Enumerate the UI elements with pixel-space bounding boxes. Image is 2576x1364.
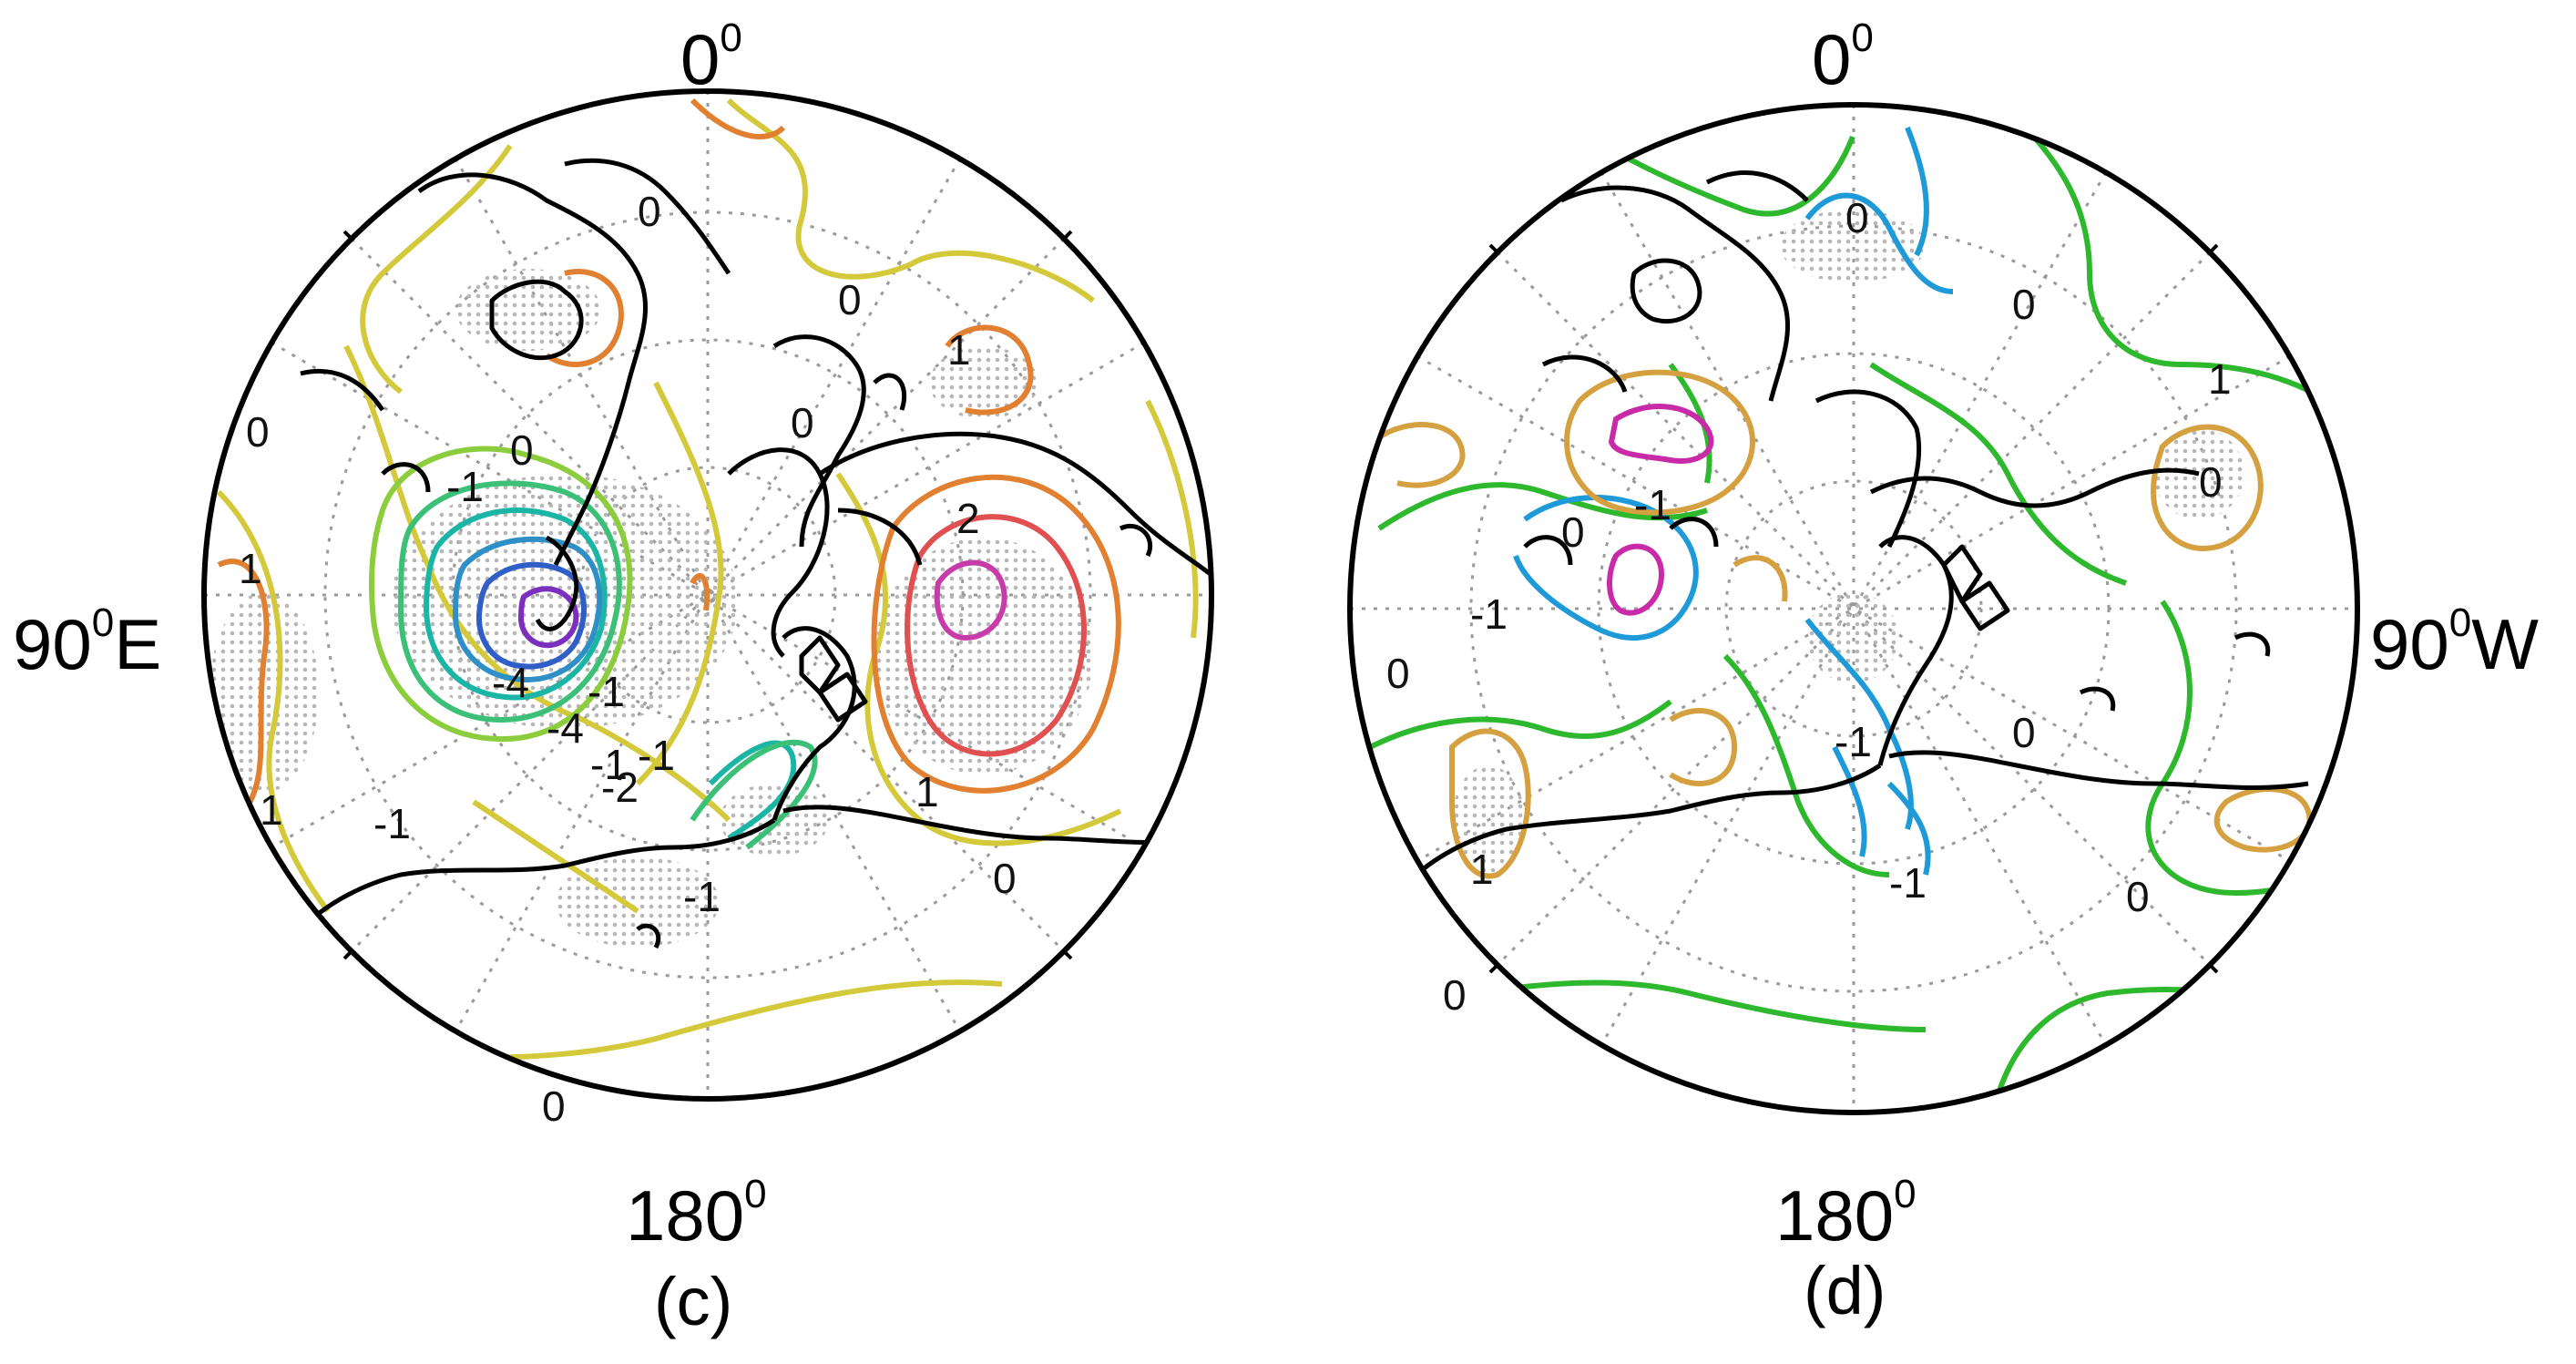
contour-label: 0 [1443, 971, 1467, 1019]
coastlines-d [1405, 170, 2309, 886]
contour-label: 2 [956, 495, 980, 542]
coastlines-c [261, 158, 1211, 986]
contour-label: 1 [260, 786, 283, 834]
map-d-svg: 0 0 0 0 0 0 1 1 -1 -1 -1 -1 0 0 [1347, 102, 2360, 1115]
contour-label: -1 [1889, 859, 1927, 907]
contour-label: 1 [239, 545, 262, 592]
contour-label: -4 [547, 704, 584, 752]
contour-labels-d: 0 0 0 0 0 0 1 1 -1 -1 -1 -1 0 0 [1386, 194, 2232, 1019]
contour-label: 0 [638, 188, 661, 235]
contour-label: -1 [1470, 590, 1508, 638]
contour-label: 1 [1470, 846, 1494, 893]
contour-label: 0 [993, 855, 1017, 902]
panel-caption-d: (d) [1804, 1253, 1886, 1328]
contour-label: -1 [446, 463, 484, 510]
contour-label: 0 [542, 1082, 566, 1130]
contours-strong-positive-d [1607, 404, 1714, 616]
contour-label: 0 [2012, 281, 2036, 328]
contour-labels-c: 0 0 0 0 0 0 1 1 1 1 2 -1 -1 -1 -1 -1 -1 … [239, 188, 1017, 1130]
panel-c: 0 0 0 0 0 0 1 1 1 1 2 -1 -1 -1 -1 -1 -1 … [13, 15, 1214, 1339]
map-boundary-c [201, 88, 1214, 1102]
contour-label: 0 [510, 426, 534, 474]
lon-label-top: 00 [680, 15, 742, 99]
contour-label: -1 [638, 732, 675, 779]
contour-label: 0 [1386, 650, 1410, 697]
contour-label: -1 [1634, 481, 1671, 528]
contour-label: 0 [246, 408, 270, 456]
contour-label: 0 [1845, 194, 1869, 241]
contours-weak-negative-c [369, 446, 818, 850]
boundary-ticks-d [1488, 243, 2219, 974]
panel-d: 0 0 0 0 0 0 1 1 -1 -1 -1 -1 0 0 00 1800 … [1288, 0, 2576, 1364]
contour-label: 0 [2012, 709, 2036, 756]
contours-negative-d [1513, 126, 1954, 876]
contours-zero-d [1368, 116, 2357, 1094]
lon-label-bottom: 1800 [1775, 1172, 1917, 1256]
contour-label: 1 [2208, 355, 2232, 403]
map-boundary-d [1347, 102, 2360, 1115]
contour-label: -1 [1835, 718, 1872, 765]
contour-label: 1 [915, 768, 939, 815]
contours-positive-c [217, 97, 1121, 823]
lon-label-side: 900W [2370, 600, 2539, 684]
map-c-svg: 0 0 0 0 0 0 1 1 1 1 2 -1 -1 -1 -1 -1 -1 … [201, 88, 1214, 1130]
contour-label: -2 [601, 764, 639, 811]
contour-label: 0 [838, 276, 862, 323]
contour-label: 0 [2126, 873, 2150, 920]
contour-label: -4 [492, 659, 529, 706]
contour-label: 0 [791, 399, 814, 446]
boundary-ticks-c [342, 230, 1073, 960]
contour-label: 0 [1561, 508, 1585, 556]
contour-label: 1 [947, 326, 971, 374]
contour-label: -1 [373, 800, 411, 847]
contour-label: -1 [588, 668, 625, 715]
panel-caption-c: (c) [654, 1264, 733, 1339]
lon-label-side: 900E [13, 600, 162, 684]
lon-label-bottom: 1800 [626, 1172, 767, 1256]
contour-label: 0 [2199, 458, 2223, 506]
contour-label: -1 [683, 873, 721, 920]
lon-label-top: 00 [1812, 15, 1874, 99]
contour-label: -1 [590, 741, 628, 788]
